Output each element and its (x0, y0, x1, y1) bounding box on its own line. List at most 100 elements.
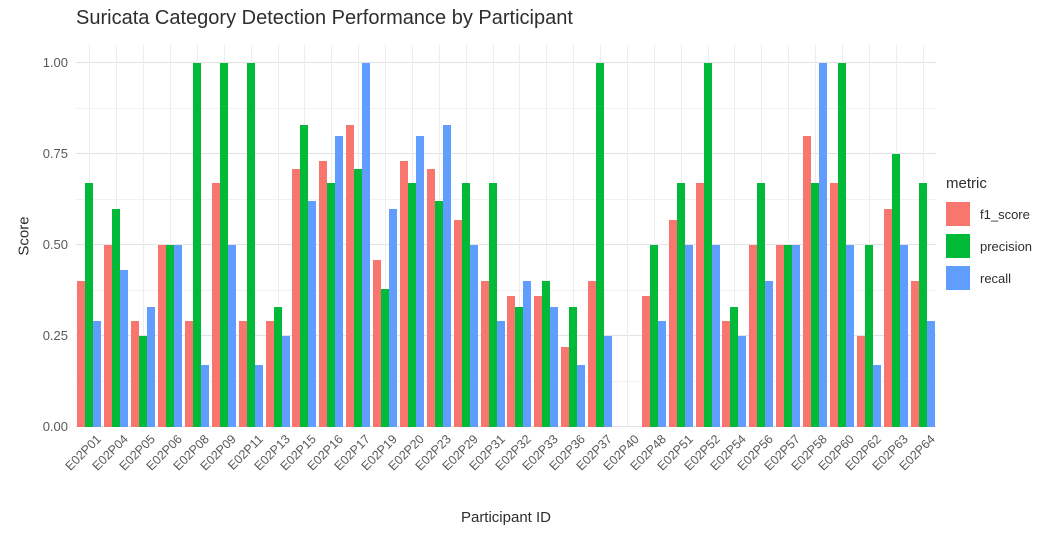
bar-f1_score-E02P17 (346, 124, 355, 427)
vertical-gridline (385, 45, 387, 427)
bar-precision-E02P51 (676, 183, 685, 427)
vertical-gridline (626, 45, 628, 427)
bar-f1_score-E02P64 (910, 281, 919, 427)
bar-recall-E02P01 (93, 321, 102, 427)
bar-precision-E02P19 (381, 288, 390, 427)
legend-title: metric (946, 175, 987, 192)
bar-recall-E02P37 (604, 336, 613, 427)
bar-recall-E02P33 (550, 306, 559, 427)
bar-recall-E02P15 (308, 201, 317, 427)
minor-gridline (76, 198, 936, 200)
bar-recall-E02P63 (899, 245, 908, 427)
bar-f1_score-E02P13 (265, 321, 274, 427)
bar-precision-E02P06 (166, 245, 175, 427)
bar-recall-E02P64 (926, 321, 935, 427)
bar-f1_score-E02P62 (856, 336, 865, 427)
bar-precision-E02P16 (327, 183, 336, 427)
bar-precision-E02P17 (354, 168, 363, 427)
bar-precision-E02P32 (515, 306, 524, 427)
bar-precision-E02P48 (649, 245, 658, 427)
bar-f1_score-E02P33 (534, 295, 543, 427)
bar-f1_score-E02P31 (480, 281, 489, 427)
bar-f1_score-E02P37 (588, 281, 597, 427)
bar-f1_score-E02P06 (158, 245, 167, 427)
bar-recall-E02P48 (657, 321, 666, 427)
legend-swatch-f1_score (946, 202, 970, 226)
bar-recall-E02P60 (845, 245, 854, 427)
bar-precision-E02P33 (542, 281, 551, 427)
bar-recall-E02P13 (281, 336, 290, 427)
bar-recall-E02P19 (389, 208, 398, 427)
bar-recall-E02P11 (254, 365, 263, 427)
vertical-gridline (170, 45, 172, 427)
vertical-gridline (519, 45, 521, 427)
vertical-gridline (277, 45, 279, 427)
legend-swatch-recall (946, 266, 970, 290)
major-gridline (76, 62, 936, 63)
bar-recall-E02P32 (523, 281, 532, 427)
bar-precision-E02P58 (811, 183, 820, 427)
bar-f1_score-E02P63 (883, 208, 892, 427)
bar-f1_score-E02P05 (131, 321, 140, 427)
bar-recall-E02P17 (362, 63, 371, 427)
bar-recall-E02P51 (684, 245, 693, 427)
bar-precision-E02P04 (112, 208, 121, 427)
bar-recall-E02P52 (711, 245, 720, 427)
bar-recall-E02P36 (577, 365, 586, 427)
legend-label-f1_score: f1_score (980, 206, 1030, 222)
bar-recall-E02P20 (415, 135, 424, 427)
bar-precision-E02P54 (730, 306, 739, 427)
bar-f1_score-E02P60 (829, 183, 838, 427)
bar-precision-E02P64 (918, 183, 927, 427)
bar-f1_score-E02P11 (238, 321, 247, 427)
major-gridline (76, 426, 936, 427)
y-tick-label: 0.25 (42, 328, 68, 343)
minor-gridline (76, 107, 936, 109)
bar-recall-E02P05 (147, 306, 156, 427)
bar-f1_score-E02P54 (722, 321, 731, 427)
bar-precision-E02P08 (192, 63, 201, 427)
bar-precision-E02P01 (85, 183, 94, 427)
bar-f1_score-E02P09 (211, 183, 220, 427)
bar-recall-E02P04 (120, 270, 129, 427)
bar-recall-E02P06 (174, 245, 183, 427)
vertical-gridline (546, 45, 548, 427)
vertical-gridline (868, 45, 870, 427)
y-tick-label: 0.75 (42, 146, 68, 161)
major-gridline (76, 153, 936, 154)
vertical-gridline (734, 45, 736, 427)
bar-f1_score-E02P29 (453, 219, 462, 427)
bar-f1_score-E02P58 (803, 135, 812, 427)
bar-recall-E02P08 (200, 365, 209, 427)
y-tick-label: 0.00 (42, 419, 68, 434)
bar-f1_score-E02P20 (399, 161, 408, 427)
bar-recall-E02P29 (469, 245, 478, 427)
bar-recall-E02P54 (738, 336, 747, 427)
bar-f1_score-E02P04 (104, 245, 113, 427)
bar-f1_score-E02P08 (184, 321, 193, 427)
legend: metric f1_score precision recall (946, 175, 1032, 298)
bar-f1_score-E02P32 (507, 295, 516, 427)
minor-gridline (76, 380, 936, 382)
bar-f1_score-E02P36 (561, 346, 570, 427)
bar-f1_score-E02P57 (776, 245, 785, 427)
bar-precision-E02P37 (596, 63, 605, 427)
vertical-gridline (788, 45, 790, 427)
vertical-gridline (143, 45, 145, 427)
bar-precision-E02P09 (219, 63, 228, 427)
legend-swatch-precision (946, 234, 970, 258)
bar-precision-E02P20 (407, 183, 416, 427)
bar-precision-E02P52 (703, 63, 712, 427)
bar-precision-E02P60 (837, 63, 846, 427)
major-gridline (76, 244, 936, 245)
bar-recall-E02P23 (442, 124, 451, 427)
y-tick-label: 0.50 (42, 237, 68, 252)
bar-precision-E02P23 (434, 201, 443, 427)
bar-recall-E02P58 (819, 63, 828, 427)
bar-f1_score-E02P19 (373, 259, 382, 427)
x-axis-title: Participant ID (460, 509, 552, 526)
bar-f1_score-E02P01 (77, 281, 86, 427)
y-tick-label: 1.00 (42, 55, 68, 70)
bar-precision-E02P63 (891, 154, 900, 427)
